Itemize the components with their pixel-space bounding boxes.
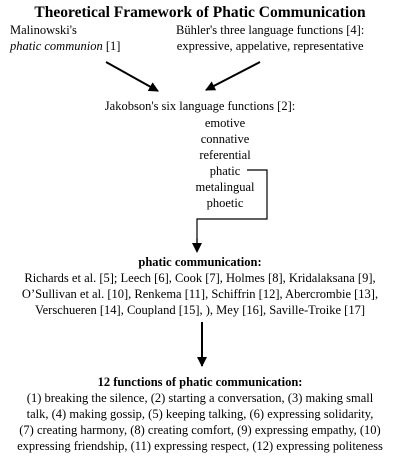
jakobson-function-phatic: phatic: [209, 164, 241, 178]
twelve-functions-line: (1) breaking the silence, (2) starting a…: [26, 391, 374, 405]
twelve-functions-heading: 12 functions of phatic communication:: [97, 375, 303, 389]
arrow-malinowski-to-jakobson: [105, 61, 159, 92]
twelve-functions-line: (7) creating harmony, (8) creating comfo…: [19, 423, 381, 437]
jakobson-heading: Jakobson's six language functions [2]:: [104, 99, 296, 113]
phatic-communication-line: O’Sullivan et al. [10], Renkema [11], Sc…: [21, 287, 379, 301]
arrow-buhler-to-jakobson: [205, 61, 261, 91]
phatic-communication-line: Verschueren [14], Coupland [15], ), Mey …: [34, 303, 366, 317]
phatic-communication-line: Richards et al. [5]; Leech [6], Cook [7]…: [24, 271, 376, 285]
diagram-title: Theoretical Framework of Phatic Communic…: [34, 4, 366, 21]
malinowski-label: Malinowski's: [10, 23, 77, 37]
twelve-functions-line: talk, (4) making gossip, (5) keeping tal…: [26, 407, 374, 421]
buhler-heading: Bühler's three language functions [4]:: [176, 23, 365, 37]
buhler-functions: expressive, appelative, representative: [176, 39, 364, 53]
phatic-communion-term: phatic communion: [10, 39, 103, 53]
jakobson-function-metalingual: metalingual: [195, 180, 255, 194]
jakobson-function-phoetic: phoetic: [206, 196, 244, 210]
malinowski-ref: [1]: [102, 39, 121, 53]
jakobson-function-referential: referential: [199, 148, 251, 162]
twelve-functions-line: expressing friendship, (11) expressing r…: [17, 439, 383, 453]
malinowski-phatic-communion: phatic communion [1]: [10, 38, 120, 54]
buhler-node: Bühler's three language functions [4]: e…: [176, 22, 364, 54]
connector-phatic-bracket: [196, 169, 268, 250]
jakobson-function-connative: connative: [200, 132, 250, 146]
malinowski-node: Malinowski's phatic communion [1]: [10, 22, 120, 54]
phatic-communication-heading: phatic communication:: [138, 255, 262, 269]
jakobson-function-emotive: emotive: [204, 116, 246, 130]
